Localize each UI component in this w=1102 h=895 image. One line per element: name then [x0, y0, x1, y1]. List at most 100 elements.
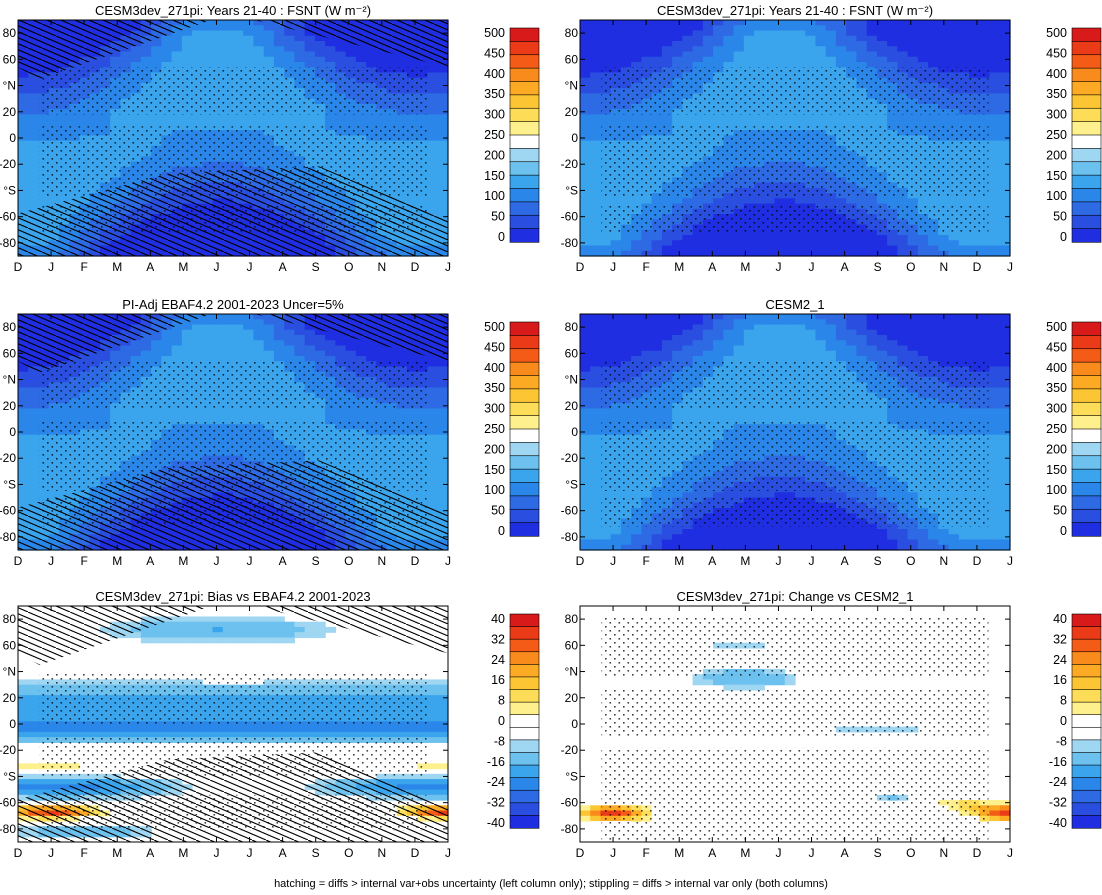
heatmap-cell	[999, 67, 1011, 74]
heatmap-cell	[222, 56, 234, 63]
heatmap-cell	[590, 82, 602, 89]
heatmap-cell	[754, 198, 765, 205]
heatmap-cell	[99, 56, 111, 63]
heatmap-cell	[212, 30, 224, 37]
heatmap-cell	[610, 250, 622, 257]
heatmap-cell	[682, 240, 694, 247]
colorbar-swatch	[509, 148, 540, 163]
heatmap-cell	[110, 119, 121, 126]
heatmap-cell	[18, 88, 29, 95]
heatmap-cell	[590, 198, 602, 205]
heatmap-cell	[28, 371, 40, 378]
heatmap-cell	[28, 161, 40, 168]
heatmap-cell	[600, 198, 612, 205]
heatmap-cell	[989, 109, 1001, 115]
heatmap-cell	[99, 61, 111, 68]
heatmap-cell	[28, 439, 40, 446]
heatmap-cell	[754, 35, 765, 42]
heatmap-cell	[171, 30, 183, 37]
heatmap-cell	[233, 40, 244, 47]
heatmap-cell	[631, 245, 643, 252]
heatmap-cell	[672, 40, 683, 47]
heatmap-cell	[795, 119, 806, 126]
heatmap-cell	[212, 345, 224, 352]
colorbar-label: 50	[491, 210, 505, 224]
heatmap-cell	[620, 229, 632, 236]
heatmap-cell	[723, 114, 735, 121]
colorbar-swatch	[1071, 94, 1102, 109]
heatmap-cell	[580, 140, 591, 147]
heatmap-cell	[815, 240, 827, 247]
heatmap-cell	[672, 61, 683, 68]
heatmap-cell	[897, 35, 909, 42]
heatmap-cell	[18, 376, 29, 383]
heatmap-cell	[222, 51, 234, 58]
heatmap-cell	[120, 408, 132, 415]
heatmap-cell	[427, 208, 439, 215]
heatmap-cell	[733, 245, 745, 252]
heatmap-cell	[702, 114, 714, 121]
heatmap-cell	[620, 240, 632, 247]
heatmap-cell	[835, 114, 847, 121]
heatmap-cell	[887, 40, 898, 47]
heatmap-cell	[273, 61, 285, 68]
heatmap-cell	[437, 151, 449, 157]
heatmap-cell	[18, 177, 29, 184]
heatmap-cell	[181, 61, 193, 68]
heatmap-cell	[253, 114, 265, 121]
heatmap-cell	[989, 156, 1001, 163]
heatmap-cell	[754, 51, 765, 58]
heatmap-cell	[28, 130, 40, 136]
y-tick-label: °N	[3, 79, 16, 93]
heatmap-cell	[151, 51, 162, 58]
heatmap-cell	[702, 56, 714, 63]
heatmap-cell	[692, 250, 704, 257]
colorbar-swatch	[1071, 161, 1102, 176]
heatmap-cell	[427, 93, 439, 100]
heatmap-cell	[999, 103, 1011, 110]
heatmap-cell	[304, 46, 316, 53]
heatmap-cell	[866, 198, 878, 205]
heatmap-cell	[161, 350, 173, 357]
heatmap-cell	[907, 51, 919, 58]
heatmap-cell	[590, 229, 602, 236]
heatmap-cell	[620, 245, 632, 252]
heatmap-cell	[805, 250, 817, 257]
heatmap-cell	[938, 61, 950, 68]
heatmap-cell	[887, 245, 898, 252]
heatmap-cell	[661, 40, 673, 47]
heatmap-cell	[580, 82, 591, 89]
heatmap-cell	[856, 30, 868, 37]
heatmap-cell	[202, 413, 214, 420]
heatmap-cell	[723, 250, 735, 257]
heatmap-cell	[396, 56, 408, 63]
heatmap-cell	[304, 35, 316, 42]
heatmap-cell	[99, 114, 111, 121]
heatmap-cell	[437, 93, 449, 100]
heatmap-cell	[273, 119, 285, 126]
heatmap-cell	[427, 109, 439, 115]
heatmap-cell	[743, 235, 755, 241]
heatmap-cell	[590, 25, 602, 32]
heatmap-cell	[784, 25, 796, 32]
colorbar-label: 350	[1046, 87, 1067, 101]
heatmap-cell	[999, 229, 1011, 236]
heatmap-cell	[948, 56, 960, 63]
heatmap-cell	[28, 413, 40, 420]
heatmap-cell	[89, 61, 101, 68]
heatmap-cell	[897, 56, 909, 63]
colorbar-label: 450	[484, 46, 505, 60]
heatmap-cell	[733, 35, 745, 42]
heatmap-cell	[28, 172, 40, 178]
heatmap-cell	[610, 20, 622, 26]
heatmap-cell	[202, 408, 214, 415]
colorbar-swatch	[509, 174, 540, 190]
heatmap-cell	[590, 193, 602, 199]
heatmap-cell	[928, 245, 939, 252]
heatmap-cell	[774, 40, 786, 47]
heatmap-cell	[437, 203, 449, 210]
heatmap-cell	[345, 56, 357, 63]
heatmap-cell	[999, 250, 1011, 257]
heatmap-cell	[795, 61, 806, 68]
heatmap-cell	[140, 61, 152, 68]
